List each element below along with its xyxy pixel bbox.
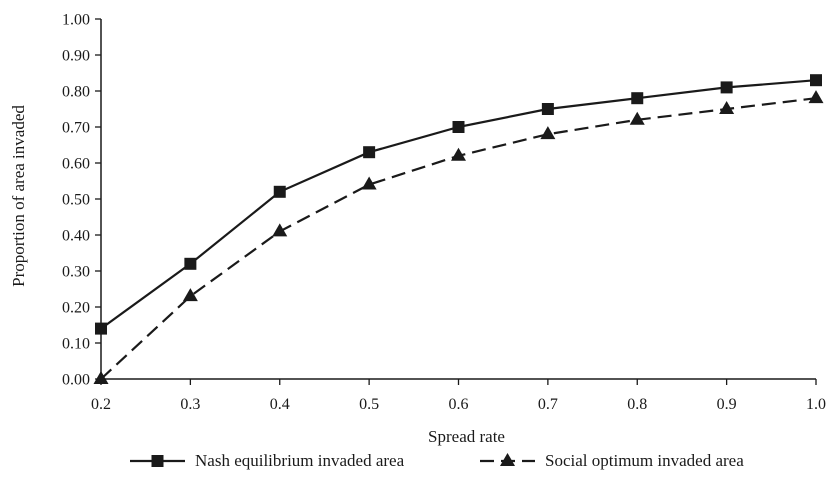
data-point <box>452 121 465 133</box>
data-point <box>719 100 735 114</box>
x-tick-label: 0.8 <box>627 396 647 413</box>
y-axis-ticks: 0.00 0.10 0.20 0.30 0.40 0.50 0.60 0.70 0.80 0.90… <box>62 12 101 389</box>
x-tick-label: 0.7 <box>538 396 558 413</box>
data-point <box>363 146 376 159</box>
data-point <box>182 288 198 302</box>
y-tick-label: 0.00 <box>62 372 90 389</box>
y-tick-label: 0.80 <box>62 84 90 101</box>
legend-marker <box>151 455 164 467</box>
data-point <box>808 90 824 104</box>
y-tick-label: 0.90 <box>62 48 90 65</box>
x-tick-label: 0.6 <box>449 396 469 413</box>
y-tick-label: 0.30 <box>62 264 90 281</box>
data-point <box>184 257 197 270</box>
x-axis-ticks: 0.2 0.3 0.4 0.5 0.6 0.7 0.8 0.9 1.0 <box>91 379 826 413</box>
legend-label: Social optimum invaded area <box>545 451 744 470</box>
data-point <box>810 74 822 87</box>
series-line <box>100 79 817 330</box>
data-point <box>361 176 377 190</box>
y-tick-label: 0.40 <box>62 228 90 245</box>
data-point <box>95 322 107 335</box>
axes <box>100 19 816 380</box>
series-1 <box>95 74 822 335</box>
y-axis-title: Proportion of area invaded <box>9 105 28 287</box>
data-point <box>629 111 645 125</box>
y-tick-label: 0.10 <box>62 336 90 353</box>
x-tick-label: 0.5 <box>359 396 379 413</box>
y-tick-label: 0.60 <box>62 156 90 173</box>
legend-item: Social optimum invaded area <box>480 451 744 470</box>
legend-item: Nash equilibrium invaded area <box>130 451 405 470</box>
data-point <box>541 103 554 115</box>
legend: Nash equilibrium invaded area Social opti… <box>130 451 744 470</box>
data-point <box>720 81 733 94</box>
y-tick-label: 1.00 <box>62 12 90 29</box>
data-point <box>451 147 466 161</box>
legend-label: Nash equilibrium invaded area <box>195 451 405 470</box>
y-tick-label: 0.70 <box>62 120 90 137</box>
y-tick-label: 0.20 <box>62 300 90 317</box>
series-2 <box>93 90 824 384</box>
x-tick-label: 0.4 <box>270 396 290 413</box>
series-layer <box>93 74 824 384</box>
data-point <box>93 370 109 384</box>
x-tick-label: 0.3 <box>180 396 200 413</box>
data-point <box>273 185 286 198</box>
data-point <box>272 223 288 237</box>
x-tick-label: 1.0 <box>806 396 826 413</box>
data-point <box>631 92 644 105</box>
x-tick-label: 0.2 <box>91 396 111 413</box>
legend-marker <box>500 452 515 466</box>
x-axis-title: Spread rate <box>428 427 505 446</box>
y-tick-label: 0.50 <box>62 192 90 209</box>
series-line <box>100 97 817 380</box>
x-tick-label: 0.9 <box>717 396 737 413</box>
data-point <box>540 126 556 140</box>
